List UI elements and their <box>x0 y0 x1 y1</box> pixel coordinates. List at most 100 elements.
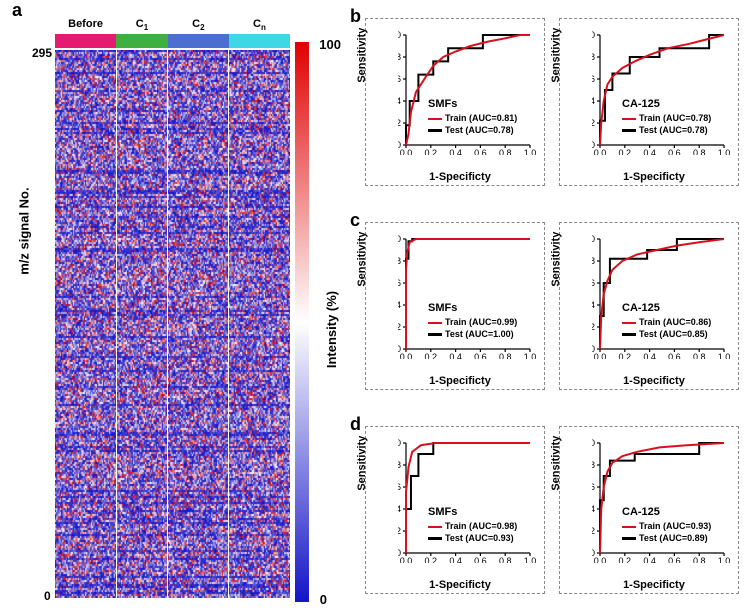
svg-text:0.6: 0.6 <box>474 556 487 563</box>
svg-text:1.0: 1.0 <box>524 148 537 155</box>
roc-legend: SMFs Train (AUC=0.99)Test (AUC=1.00) <box>428 301 517 341</box>
svg-text:1.0: 1.0 <box>592 234 595 244</box>
svg-text:0.0: 0.0 <box>594 148 607 155</box>
heatmap-header-label: Before <box>55 18 116 32</box>
svg-text:0.8: 0.8 <box>499 556 512 563</box>
roc-legend-train: Train (AUC=0.78) <box>622 113 711 125</box>
roc-x-axis-label: 1-Specificty <box>429 579 491 591</box>
svg-text:0.8: 0.8 <box>398 52 401 62</box>
heatmap-header-labels: BeforeC1C2Cn <box>55 18 290 32</box>
svg-text:1.0: 1.0 <box>524 352 537 359</box>
roc-box-d-smf: 0.00.00.20.20.40.40.60.60.80.81.01.01-Sp… <box>365 426 545 594</box>
svg-text:0.0: 0.0 <box>398 140 401 150</box>
svg-text:0.2: 0.2 <box>398 322 401 332</box>
svg-text:0.6: 0.6 <box>592 482 595 492</box>
svg-text:0.2: 0.2 <box>592 118 595 128</box>
svg-text:0.2: 0.2 <box>619 148 632 155</box>
panel-label-a: a <box>12 0 22 21</box>
roc-y-axis-label: Sensitivity <box>356 232 368 287</box>
heatmap-separator <box>116 50 117 598</box>
svg-text:0.4: 0.4 <box>398 504 401 514</box>
svg-text:0.8: 0.8 <box>693 352 706 359</box>
roc-x-axis-label: 1-Specificty <box>429 375 491 387</box>
heatmap-panel: BeforeC1C2Cn m/z signal No. 295 0 <box>30 18 290 603</box>
roc-y-axis-label: Sensitivity <box>550 436 562 491</box>
roc-legend-train: Train (AUC=0.99) <box>428 317 517 329</box>
svg-text:0.4: 0.4 <box>643 148 656 155</box>
svg-text:0.4: 0.4 <box>398 96 401 106</box>
roc-x-axis-label: 1-Specificty <box>429 171 491 183</box>
svg-text:0.4: 0.4 <box>592 96 595 106</box>
roc-legend-train: Train (AUC=0.86) <box>622 317 711 329</box>
panel-label-d: d <box>350 414 361 435</box>
roc-legend-title: SMFs <box>428 301 517 315</box>
svg-text:0.8: 0.8 <box>398 256 401 266</box>
svg-text:0.2: 0.2 <box>619 352 632 359</box>
heatmap-header-blocks <box>55 34 290 48</box>
svg-text:0.0: 0.0 <box>400 148 413 155</box>
roc-box-b-smf: 0.00.00.20.20.40.40.60.60.80.81.01.01-Sp… <box>365 18 545 186</box>
svg-text:0.8: 0.8 <box>499 352 512 359</box>
colorbar-max: 100 <box>319 37 341 52</box>
roc-legend-test: Test (AUC=0.78) <box>622 125 711 137</box>
svg-text:0.6: 0.6 <box>398 74 401 84</box>
heatmap-header-block <box>55 34 116 48</box>
panel-label-c: c <box>350 210 360 231</box>
roc-y-axis-label: Sensitivity <box>550 28 562 83</box>
svg-text:0.4: 0.4 <box>643 352 656 359</box>
svg-text:0.0: 0.0 <box>398 344 401 354</box>
roc-y-axis-label: Sensitivity <box>356 28 368 83</box>
roc-legend-title: SMFs <box>428 505 517 519</box>
roc-legend-train: Train (AUC=0.93) <box>622 521 711 533</box>
heatmap-header-label: Cn <box>229 18 290 32</box>
svg-text:0.2: 0.2 <box>425 556 438 563</box>
svg-text:1.0: 1.0 <box>592 438 595 448</box>
svg-text:0.0: 0.0 <box>400 556 413 563</box>
roc-x-axis-label: 1-Specificty <box>623 171 685 183</box>
svg-text:0.8: 0.8 <box>693 148 706 155</box>
roc-legend-title: CA-125 <box>622 97 711 111</box>
roc-legend-test: Test (AUC=0.78) <box>428 125 517 137</box>
heatmap-header-block <box>229 34 290 48</box>
svg-text:0.2: 0.2 <box>619 556 632 563</box>
roc-x-axis-label: 1-Specificty <box>623 579 685 591</box>
svg-text:1.0: 1.0 <box>718 148 731 155</box>
svg-text:0.0: 0.0 <box>592 140 595 150</box>
roc-box-c-smf: 0.00.00.20.20.40.40.60.60.80.81.01.01-Sp… <box>365 222 545 390</box>
svg-text:0.2: 0.2 <box>592 526 595 536</box>
roc-legend-test: Test (AUC=1.00) <box>428 329 517 341</box>
colorbar-gradient <box>295 42 309 602</box>
heatmap-y-max: 295 <box>32 46 52 60</box>
svg-text:0.8: 0.8 <box>592 460 595 470</box>
svg-text:0.6: 0.6 <box>474 352 487 359</box>
heatmap-header-label: C2 <box>168 18 229 32</box>
svg-text:0.6: 0.6 <box>592 278 595 288</box>
svg-text:0.4: 0.4 <box>449 148 462 155</box>
svg-text:0.2: 0.2 <box>425 352 438 359</box>
svg-text:0.4: 0.4 <box>449 352 462 359</box>
roc-legend-test: Test (AUC=0.93) <box>428 533 517 545</box>
heatmap-separator <box>228 50 229 598</box>
heatmap-header-block <box>116 34 168 48</box>
svg-text:0.0: 0.0 <box>594 352 607 359</box>
svg-text:0.0: 0.0 <box>398 548 401 558</box>
svg-text:0.6: 0.6 <box>668 148 681 155</box>
svg-text:0.0: 0.0 <box>400 352 413 359</box>
roc-y-axis-label: Sensitivity <box>550 232 562 287</box>
heatmap-separator <box>167 50 168 598</box>
svg-text:0.8: 0.8 <box>592 256 595 266</box>
roc-row-b: 0.00.00.20.20.40.40.60.60.80.81.01.01-Sp… <box>365 18 745 198</box>
roc-row-c: 0.00.00.20.20.40.40.60.60.80.81.01.01-Sp… <box>365 222 745 402</box>
roc-legend: CA-125 Train (AUC=0.86)Test (AUC=0.85) <box>622 301 711 341</box>
roc-legend-test: Test (AUC=0.85) <box>622 329 711 341</box>
roc-box-d-ca: 0.00.00.20.20.40.40.60.60.80.81.01.01-Sp… <box>559 426 739 594</box>
svg-text:1.0: 1.0 <box>398 438 401 448</box>
svg-text:1.0: 1.0 <box>718 556 731 563</box>
roc-legend-title: CA-125 <box>622 301 711 315</box>
svg-text:0.0: 0.0 <box>594 556 607 563</box>
svg-text:1.0: 1.0 <box>718 352 731 359</box>
heatmap-y-min: 0 <box>44 589 51 603</box>
svg-text:0.8: 0.8 <box>693 556 706 563</box>
svg-text:0.6: 0.6 <box>398 278 401 288</box>
svg-text:0.4: 0.4 <box>398 300 401 310</box>
